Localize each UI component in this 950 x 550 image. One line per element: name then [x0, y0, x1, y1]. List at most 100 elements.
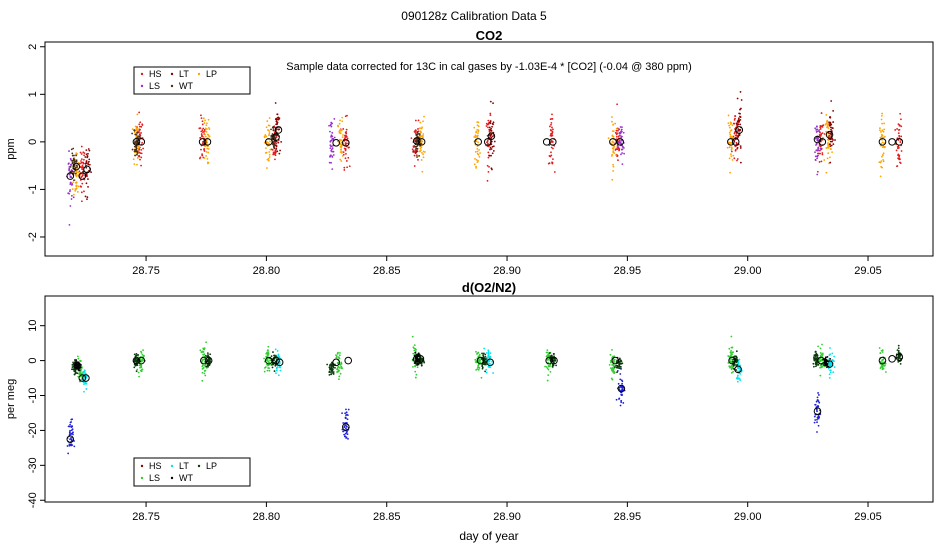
co2-point-lp: [267, 141, 270, 144]
co2-point-ls: [620, 153, 622, 156]
o2n2-point-ls: [880, 349, 883, 352]
co2-point-hs: [344, 115, 347, 118]
o2n2-mean-marker: [265, 356, 273, 365]
o2n2-point-hs: [344, 427, 347, 430]
o2n2-point-ls: [340, 361, 343, 364]
co2-points: [66, 91, 903, 226]
co2-means: [66, 126, 904, 180]
co2-point-lp: [205, 122, 208, 125]
co2-point-hs: [551, 113, 553, 116]
co2-point-hs: [83, 154, 85, 157]
co2-point-hs: [818, 161, 821, 163]
o2n2-point-lt: [736, 380, 739, 383]
o2n2-point-lt: [279, 366, 282, 369]
co2-point-hs: [414, 132, 417, 135]
o2n2-point-ls: [883, 364, 886, 367]
o2n2-point-lt: [829, 369, 832, 372]
o2n2-point-ls: [338, 366, 341, 369]
o2n2-point-hs: [620, 399, 623, 402]
co2-point-lp: [421, 170, 424, 173]
co2-point-hs: [198, 127, 201, 130]
o2n2-point-ls: [268, 369, 271, 372]
co2-point-lp: [881, 122, 884, 125]
co2-point-lp: [133, 131, 136, 134]
o2n2-point-ls: [335, 356, 338, 359]
o2n2-point-lp: [71, 366, 74, 368]
o2n2-point-ls: [76, 355, 79, 358]
co2-point-lp: [137, 144, 140, 147]
co2-point-lp: [339, 119, 341, 122]
o2n2-point-hs: [814, 403, 817, 406]
co2-point-hs: [549, 134, 552, 137]
o2n2-point-ls: [201, 351, 203, 354]
co2-point-lp: [474, 150, 477, 153]
co2-point-wt: [272, 145, 275, 148]
co2-point-lp: [422, 120, 424, 123]
o2n2-legend-label-ls: LS: [149, 473, 160, 483]
o2n2-point-ls: [728, 347, 731, 350]
o2n2-point-wt: [77, 364, 80, 367]
o2n2-point-lp: [73, 373, 76, 376]
co2-point-wt: [70, 148, 73, 151]
o2n2-mean-marker: [476, 356, 485, 365]
co2-point-ls: [330, 135, 333, 138]
o2n2-point-ls: [336, 361, 339, 364]
o2n2-mean-marker: [332, 358, 340, 367]
co2-point-lp: [475, 140, 478, 143]
co2-point-wt: [138, 135, 141, 138]
o2n2-point-lp: [271, 366, 274, 369]
o2n2-point-ls: [413, 349, 416, 352]
o2n2-point-ls: [819, 364, 822, 367]
co2-point-lt: [491, 135, 494, 138]
co2-point-ls: [72, 196, 75, 199]
o2n2-point-ls: [142, 349, 144, 352]
o2n2-point-hs: [66, 445, 69, 447]
o2n2-point-lt: [487, 349, 490, 352]
co2-point-hs: [486, 164, 489, 167]
co2-point-ls: [68, 173, 71, 176]
o2n2-point-lp: [555, 364, 558, 367]
o2n2-point-hs: [618, 386, 621, 389]
co2-point-hs: [615, 135, 618, 138]
o2n2-point-lt: [84, 372, 87, 375]
co2-point-ls: [329, 130, 331, 133]
o2n2-point-lt: [736, 376, 739, 378]
o2n2-point-lp: [813, 356, 815, 359]
co2-point-hs: [900, 150, 903, 152]
o2n2-point-lt: [739, 364, 742, 367]
co2-point-hs: [550, 141, 553, 143]
o2n2-point-ls: [337, 356, 340, 359]
co2-point-hs: [80, 160, 82, 162]
o2n2-point-ls: [731, 366, 734, 369]
co2-point-lp: [882, 160, 885, 163]
co2-point-lp: [135, 129, 138, 131]
o2n2-point-ls: [338, 378, 340, 381]
co2-point-lt: [490, 136, 493, 139]
co2-point-hs: [900, 118, 902, 121]
co2-point-wt: [414, 145, 417, 148]
o2n2-point-ls: [263, 357, 265, 360]
co2-point-ls: [814, 127, 817, 130]
o2n2-point-hs: [67, 425, 70, 428]
o2n2-point-ls: [729, 366, 731, 369]
o2n2-point-lp: [272, 363, 275, 366]
co2-point-hs: [201, 129, 204, 132]
o2n2-point-ls: [732, 370, 735, 373]
o2n2-xtick-label: 28.75: [132, 511, 160, 523]
o2n2-mean-marker: [825, 360, 834, 368]
co2-point-wt: [75, 164, 78, 167]
co2-point-ls: [814, 155, 817, 158]
o2n2-point-lp: [137, 353, 139, 356]
o2n2-point-lp: [133, 366, 136, 369]
o2n2-point-wt: [78, 369, 81, 372]
co2-point-hs: [343, 169, 346, 171]
o2n2-point-lp: [613, 366, 616, 369]
o2n2-point-lt: [278, 362, 281, 365]
co2-point-ls: [329, 140, 332, 143]
co2-point-lp: [76, 153, 79, 155]
o2n2-point-lp: [899, 362, 902, 365]
o2n2-point-lp: [736, 363, 739, 366]
co2-point-lp: [338, 122, 341, 125]
co2-point-ls: [618, 128, 620, 131]
co2-point-hs: [821, 132, 824, 135]
